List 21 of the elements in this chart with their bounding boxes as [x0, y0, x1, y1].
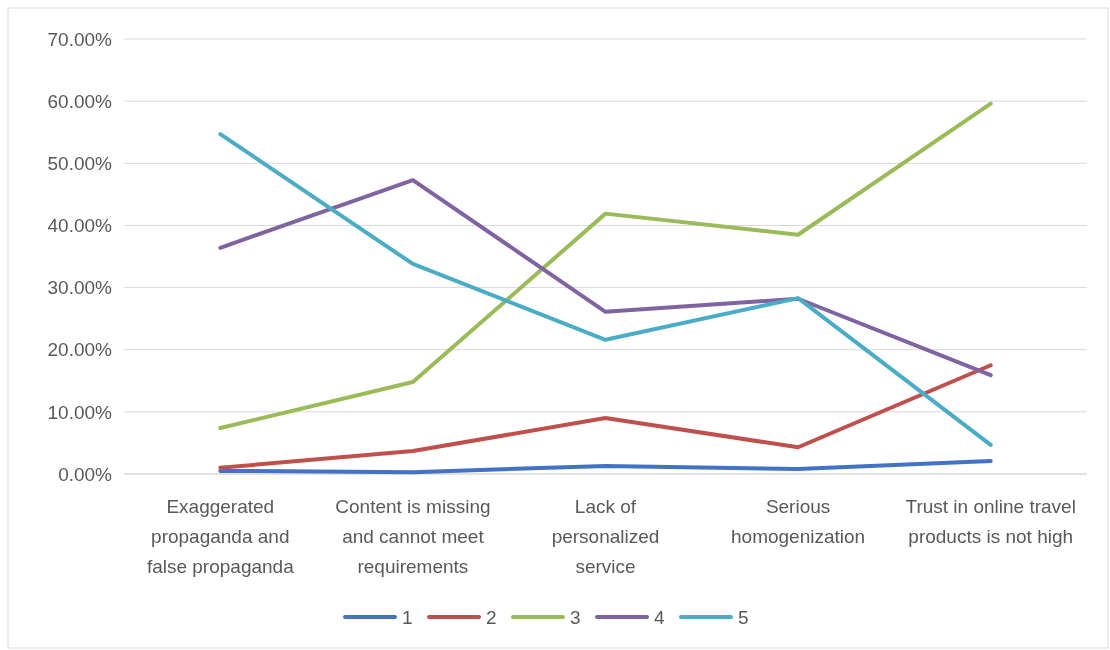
- line-series: [218, 178, 993, 378]
- legend-label: 4: [654, 606, 665, 628]
- line-series: [218, 458, 993, 475]
- y-tick-label: 70.00%: [47, 28, 113, 50]
- legend-label: 3: [570, 606, 581, 628]
- x-tick-label: Serious homogenization: [731, 496, 866, 547]
- legend-label: 2: [486, 606, 497, 628]
- legend-label: 1: [402, 606, 413, 628]
- y-tick-label: 40.00%: [47, 215, 113, 237]
- legend-label: 5: [738, 606, 749, 628]
- x-tick-label: Trust in online travel products is not high: [905, 496, 1076, 547]
- line-series: [218, 363, 993, 470]
- x-tick-label: Exaggerated propaganda and false propaganda: [146, 496, 295, 577]
- y-tick-label: 10.00%: [47, 401, 113, 423]
- x-tick-label: Content is missing and cannot meet requirements: [335, 496, 491, 577]
- y-tick-label: 20.00%: [47, 339, 113, 361]
- x-tick-label: Lack of personalized service: [551, 496, 660, 577]
- y-tick-label: 30.00%: [47, 277, 113, 299]
- y-tick-label: 0.00%: [58, 463, 113, 485]
- y-tick-label: 60.00%: [47, 90, 113, 112]
- y-tick-label: 50.00%: [47, 152, 113, 174]
